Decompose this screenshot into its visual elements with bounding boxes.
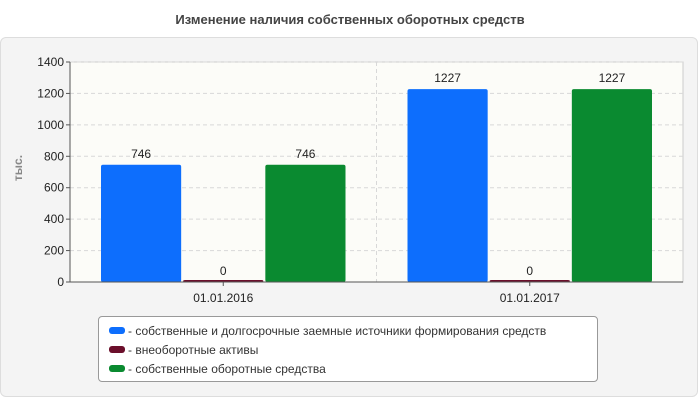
data-label: 0	[526, 264, 533, 278]
legend-label: - внеоборотные активы	[128, 342, 259, 357]
legend-swatch	[109, 327, 125, 334]
legend-swatch	[109, 346, 125, 353]
chart-legend: - собственные и долгосрочные заемные ист…	[98, 316, 598, 382]
x-tick-label: 01.01.2017	[500, 291, 560, 305]
legend-label: - собственные оборотные средства	[128, 361, 326, 376]
legend-label: - собственные и долгосрочные заемные ист…	[128, 323, 547, 338]
y-tick-label: 0	[57, 275, 64, 289]
chart-title: Изменение наличия собственных оборотных …	[175, 12, 525, 27]
y-tick-label: 600	[44, 181, 64, 195]
y-tick-label: 1400	[37, 55, 64, 69]
legend-item: - собственные и долгосрочные заемные ист…	[109, 321, 587, 340]
data-label: 1227	[599, 71, 626, 85]
bar	[407, 89, 488, 282]
legend-swatch	[109, 365, 125, 372]
legend-item: - собственные оборотные средства	[109, 359, 587, 378]
y-tick-label: 800	[44, 149, 64, 163]
bar	[101, 164, 182, 282]
y-axis-label: тыс.	[11, 155, 25, 181]
legend-item: - внеоборотные активы	[109, 340, 587, 359]
y-tick-label: 200	[44, 244, 64, 258]
data-label: 0	[220, 264, 227, 278]
data-label: 746	[131, 147, 151, 161]
y-tick-label: 1000	[37, 118, 64, 132]
bar	[571, 89, 652, 282]
y-tick-label: 400	[44, 212, 64, 226]
data-label: 1227	[434, 71, 461, 85]
data-label: 746	[295, 147, 315, 161]
x-tick-label: 01.01.2016	[193, 291, 253, 305]
bar	[265, 164, 346, 282]
y-tick-label: 1200	[37, 86, 64, 100]
